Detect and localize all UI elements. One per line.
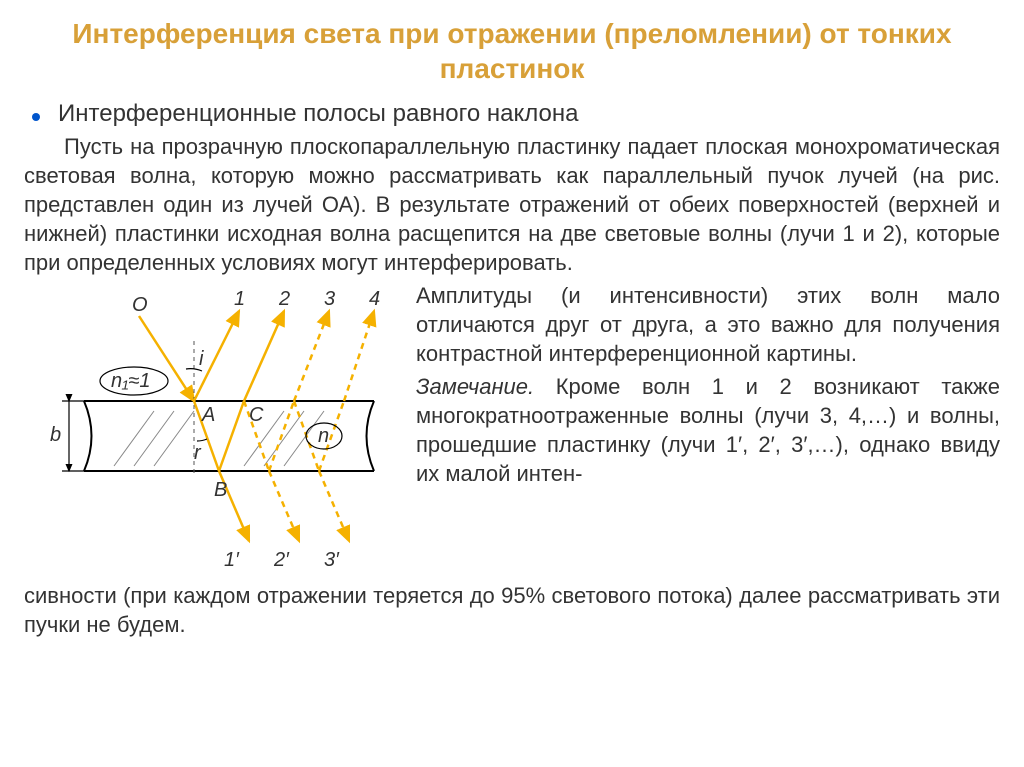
label-2p: 2′: [273, 549, 290, 571]
label-3p: 3′: [324, 549, 340, 571]
mid-row: O i A C r B b n₁≈1 n 1 2 3 4 1′ 2′ 3′ Ам…: [24, 281, 1000, 581]
label-O: O: [132, 294, 148, 316]
label-1: 1: [234, 288, 245, 310]
label-n1: n₁≈1: [111, 370, 151, 392]
label-r: r: [194, 442, 202, 464]
bullet-icon: [32, 113, 40, 121]
label-1p: 1′: [224, 549, 240, 571]
label-C: C: [249, 404, 264, 426]
paragraph-2: Амплитуды (и интенсивности) этих волн ма…: [416, 281, 1000, 368]
paragraph-1: Пусть на прозрачную плоскопараллельную п…: [24, 132, 1000, 277]
note: Замечание. Кроме волн 1 и 2 возни­кают т…: [416, 372, 1000, 488]
label-n: n: [318, 425, 329, 447]
label-4: 4: [369, 288, 380, 310]
label-A: A: [201, 404, 215, 426]
paragraph-2-and-note: Амплитуды (и интенсивности) этих волн ма…: [416, 281, 1000, 581]
subtitle-row: Интерференционные полосы равного наклона: [24, 100, 1000, 128]
subtitle-text: Интерференционные полосы равного наклона: [58, 100, 578, 128]
label-3: 3: [324, 288, 335, 310]
label-i: i: [199, 348, 204, 370]
page-title: Интерференция света при отражении (прело…: [24, 16, 1000, 86]
label-B: B: [214, 479, 227, 501]
diagram: O i A C r B b n₁≈1 n 1 2 3 4 1′ 2′ 3′: [24, 281, 404, 581]
note-label: Замечание.: [416, 374, 534, 399]
label-2: 2: [278, 288, 290, 310]
label-b: b: [50, 424, 61, 446]
paragraph-3: сивности (при каждом отражении теряется …: [24, 581, 1000, 639]
